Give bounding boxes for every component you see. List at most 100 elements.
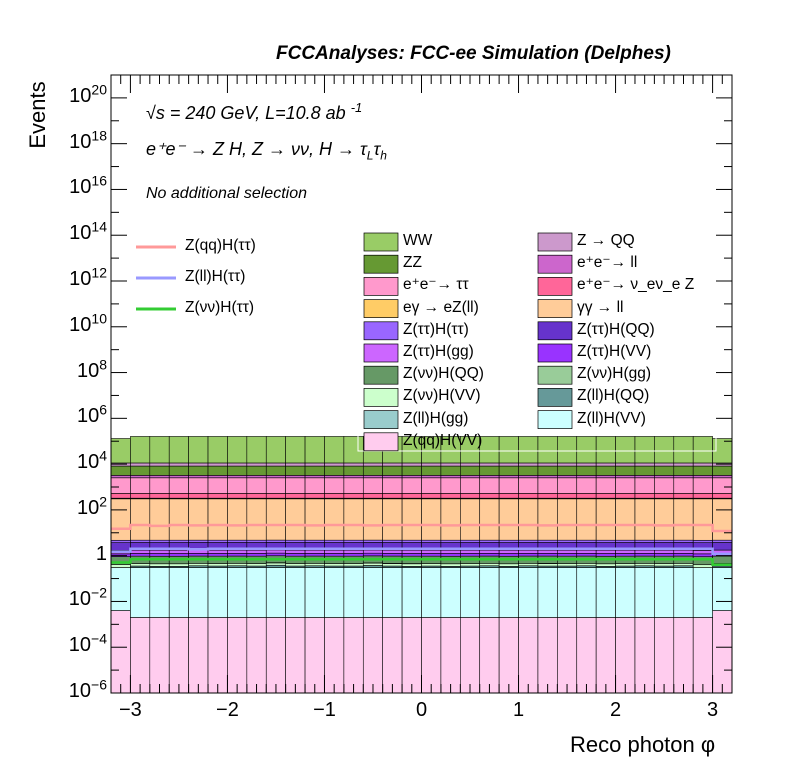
bar-17-12	[344, 463, 363, 466]
bar-13-6	[227, 493, 246, 498]
bar-7-24	[577, 553, 596, 556]
bar-16-29	[674, 466, 693, 475]
bar-1-15	[402, 568, 421, 618]
bar-16-26	[616, 466, 635, 475]
bar-7-2	[150, 554, 169, 557]
bar-11-2	[150, 499, 169, 540]
bar-11-25	[596, 499, 615, 540]
bar-17-18	[460, 463, 479, 466]
bar-4-12	[344, 564, 363, 566]
bar-13-25	[596, 493, 615, 498]
legend-bkg-label: eγ → eZ(ll)	[403, 300, 479, 316]
bar-15-17	[441, 475, 460, 477]
bar-13-23	[557, 493, 576, 498]
bar-17-8	[266, 463, 285, 466]
bar-15-10	[305, 475, 324, 477]
bar-17-27	[635, 463, 654, 466]
bar-15-13	[363, 475, 382, 477]
bar-11-7	[247, 499, 266, 540]
bar-8-3	[169, 550, 188, 553]
bar-18-28	[654, 436, 673, 462]
legend-swatch-13	[538, 366, 572, 384]
bar-13-22	[538, 493, 557, 498]
bar-4-14	[383, 564, 402, 566]
bar-17-24	[577, 463, 596, 466]
bar-17-30	[693, 463, 712, 466]
y-tick-base: 10	[69, 131, 91, 153]
bar-17-26	[616, 463, 635, 466]
bar-3-13	[363, 565, 382, 567]
bar-17-16	[422, 463, 441, 466]
bar-4-25	[596, 564, 615, 567]
bar-17-11	[324, 463, 343, 466]
bar-16-0	[111, 466, 130, 475]
bar-1-10	[305, 568, 324, 618]
bar-16-7	[247, 466, 266, 475]
bar-13-20	[499, 493, 518, 498]
x-tick-label: 1	[494, 700, 544, 720]
y-tick-label: 10−6	[69, 681, 107, 701]
bar-7-9	[286, 553, 305, 556]
y-tick-label: 1012	[69, 269, 107, 289]
bar-14-5	[208, 478, 227, 494]
bar-1-16	[422, 568, 441, 618]
bar-14-20	[499, 478, 518, 494]
bar-8-23	[557, 550, 576, 553]
bar-16-25	[596, 466, 615, 475]
y-tick-exponent: 10	[91, 310, 107, 326]
bar-8-21	[519, 550, 538, 553]
bar-7-3	[169, 554, 188, 557]
bar-16-22	[538, 466, 557, 475]
bar-13-26	[616, 493, 635, 498]
bar-14-13	[363, 478, 382, 494]
bar-14-25	[596, 478, 615, 494]
x-tick-label: 2	[591, 700, 641, 720]
bar-11-29	[674, 499, 693, 540]
bar-9-31	[713, 543, 732, 551]
y-tick-exponent: 18	[91, 127, 107, 143]
bar-13-8	[266, 493, 285, 498]
y-tick-label: 1020	[69, 86, 107, 106]
bar-18-10	[305, 436, 324, 462]
bar-11-3	[169, 499, 188, 540]
bar-15-11	[324, 475, 343, 477]
bar-1-20	[499, 568, 518, 618]
bar-18-25	[596, 436, 615, 462]
bar-18-4	[189, 436, 208, 462]
bar-18-22	[538, 436, 557, 462]
y-tick-label: 1010	[69, 315, 107, 335]
bar-15-15	[402, 475, 421, 477]
bar-17-9	[286, 463, 305, 466]
bar-0-6	[227, 617, 246, 693]
bar-10-21	[519, 540, 538, 542]
bar-15-0	[111, 475, 130, 477]
bar-10-24	[577, 540, 596, 542]
bar-15-14	[383, 475, 402, 477]
bar-13-1	[130, 493, 149, 498]
bar-18-12	[344, 436, 363, 462]
x-tick-label: −2	[202, 700, 252, 720]
legend-swatch-9	[538, 322, 572, 340]
bar-10-4	[189, 540, 208, 542]
bar-7-21	[519, 553, 538, 556]
legend-bkg-label: Z(νν)H(VV)	[403, 388, 481, 404]
bar-8-7	[247, 550, 266, 553]
bar-15-28	[654, 475, 673, 477]
bar-1-7	[247, 568, 266, 618]
bar-14-17	[441, 478, 460, 494]
bar-16-10	[305, 466, 324, 475]
bar-14-15	[402, 478, 421, 494]
bar-8-17	[441, 550, 460, 553]
bar-11-12	[344, 499, 363, 540]
bar-17-28	[654, 463, 673, 466]
bar-1-28	[654, 568, 673, 618]
bar-1-11	[324, 568, 343, 618]
bar-7-26	[616, 553, 635, 556]
y-tick-exponent: 2	[99, 493, 107, 509]
bar-16-5	[208, 466, 227, 475]
bar-13-30	[693, 493, 712, 498]
bar-4-27	[635, 563, 654, 565]
bar-7-10	[305, 553, 324, 556]
bar-15-12	[344, 475, 363, 477]
y-tick-label: 106	[77, 406, 107, 426]
